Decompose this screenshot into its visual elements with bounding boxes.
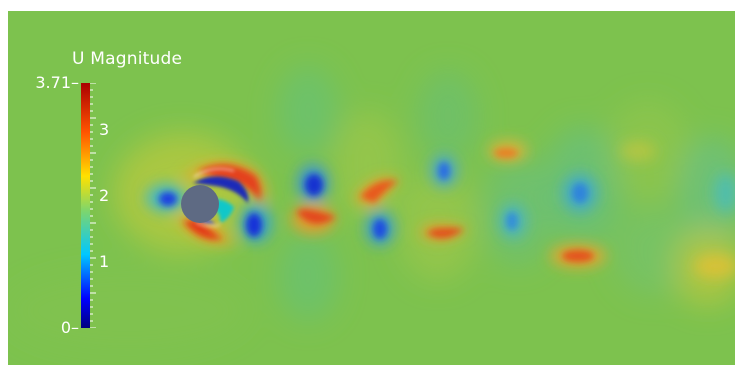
field-vortex-cores [159, 148, 594, 262]
colorbar-gradient [81, 83, 90, 328]
colorbar [81, 83, 96, 328]
colorbar-max-label: 3.71– [35, 73, 79, 92]
cylinder-obstacle [181, 185, 219, 223]
velocity-field [8, 11, 735, 365]
field-broad-zones [8, 66, 735, 351]
colorbar-min-label: 0– [60, 318, 79, 337]
colorbar-minor-ticks [90, 83, 96, 328]
colorbar-tick-label: 2 [99, 185, 110, 205]
colorbar-tick-label: 3 [99, 119, 110, 139]
render-viewport[interactable]: U Magnitude 3.71– 0– 3 2 1 [8, 11, 735, 365]
colorbar-title: U Magnitude [72, 49, 183, 69]
colorbar-tick-label: 1 [99, 251, 110, 271]
